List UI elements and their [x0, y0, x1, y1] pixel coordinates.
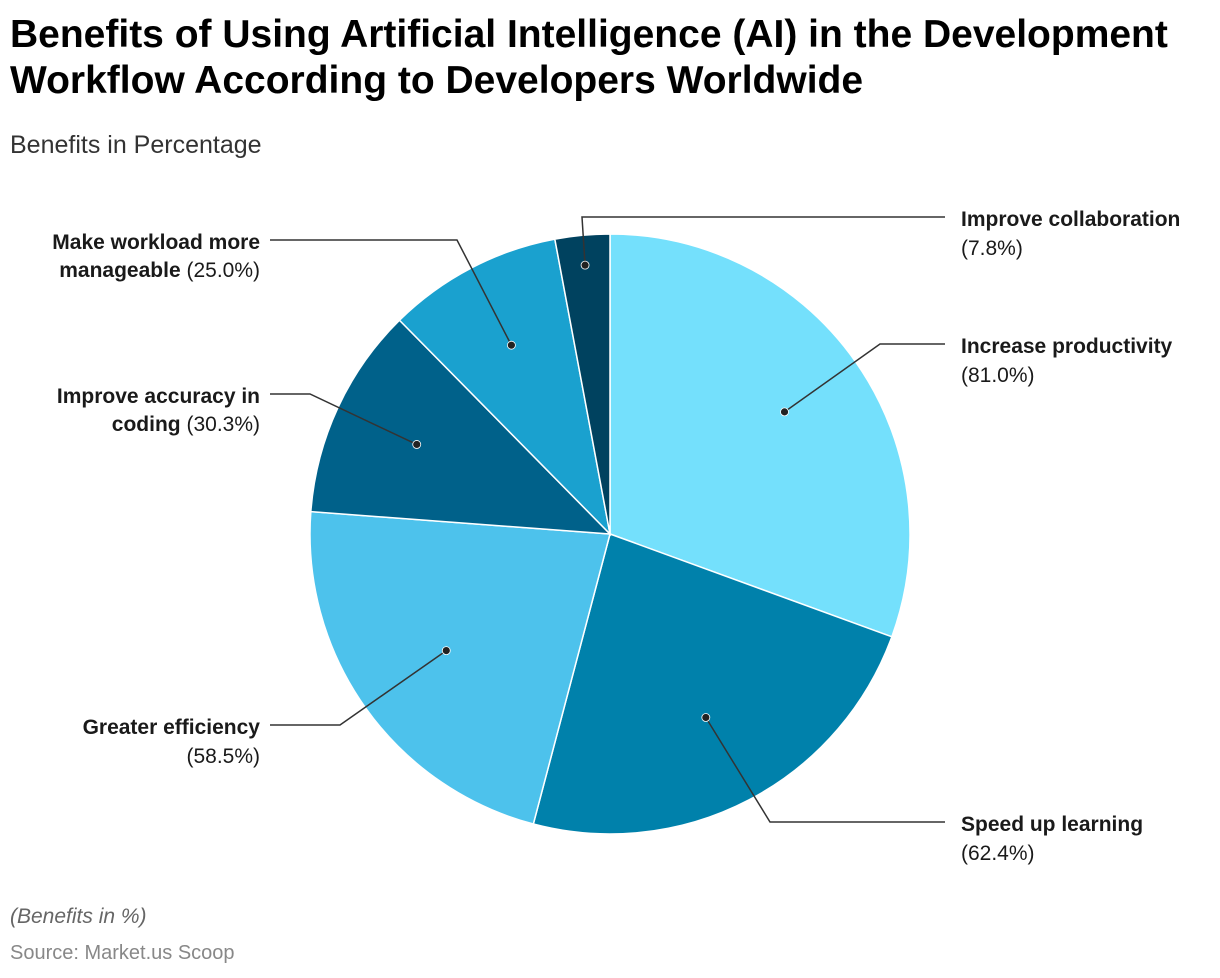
slice-label-greater-efficiency: Greater efficiency (58.5%) [83, 716, 261, 768]
slice-label-increase-productivity: Increase productivity (81.0%) [961, 335, 1173, 387]
leader-line-improve-accuracy-in-coding [270, 393, 418, 446]
chart-subtitle: Benefits in Percentage [10, 131, 262, 159]
leader-line-increase-productivity [784, 343, 945, 413]
chart-title: Benefits of Using Artificial Intelligenc… [10, 13, 1168, 102]
leader-line-speed-up-learning [705, 717, 945, 823]
slice-label-improve-accuracy-in-coding: Improve accuracy in coding (30.3%) [57, 385, 260, 436]
leader-dot-speed-up-learning [701, 713, 711, 722]
slice-label-improve-collaboration: Improve collaboration (7.8%) [961, 208, 1180, 260]
leader-dot-improve-accuracy-in-coding [412, 440, 422, 449]
slice-label-make-workload-more-manageable: Make workload more manageable (25.0%) [52, 231, 260, 282]
leader-line-greater-efficiency [270, 649, 447, 726]
source-text: Source: Market.us Scoop [10, 942, 235, 964]
leader-line-make-workload-more-manageable [270, 239, 513, 346]
chart-note: (Benefits in %) [10, 905, 147, 928]
pie-slice-improve-collaboration [553, 233, 611, 535]
slice-label-speed-up-learning: Speed up learning (62.4%) [961, 813, 1143, 865]
leader-dot-improve-collaboration [580, 260, 590, 270]
pie-slice-greater-efficiency [309, 510, 611, 825]
leader-line-improve-collaboration [581, 216, 945, 266]
leader-dot-increase-productivity [780, 407, 789, 417]
leader-dot-make-workload-more-manageable [506, 340, 516, 350]
leader-dot-greater-efficiency [441, 646, 451, 655]
pie-slice-speed-up-learning [532, 533, 893, 835]
